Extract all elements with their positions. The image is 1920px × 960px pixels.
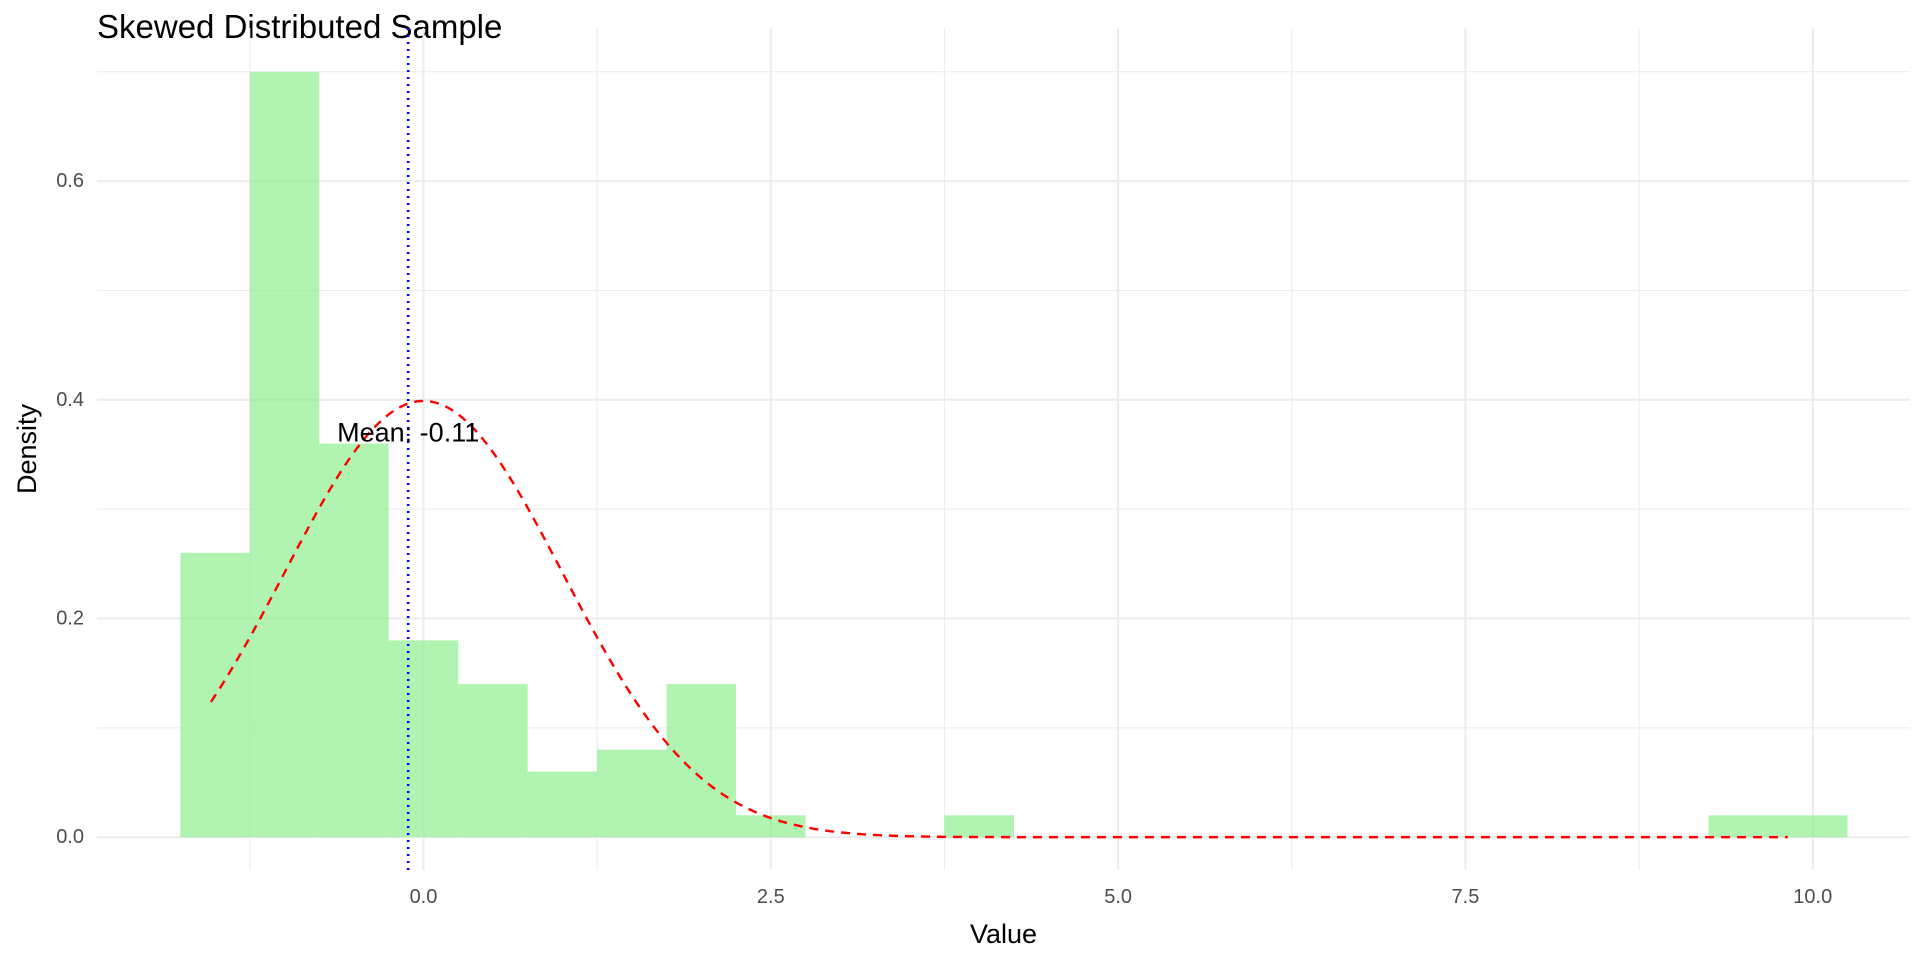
histogram-bar (319, 443, 389, 838)
x-axis-label: Value (970, 919, 1037, 949)
histogram-bars (180, 71, 1848, 838)
minor-gridlines (97, 28, 1910, 870)
histogram-bar (249, 71, 320, 838)
x-axis-ticks: 0.0 2.5 5.0 7.5 10.0 (410, 886, 1833, 908)
density-curve (209, 399, 1788, 839)
histogram-bar (944, 815, 1014, 838)
histogram-bar (1708, 815, 1779, 838)
histogram-bar (388, 640, 459, 838)
y-tick-label: 0.0 (56, 826, 84, 848)
x-tick-label: 5.0 (1104, 886, 1132, 908)
chart-title: Skewed Distributed Sample (97, 8, 503, 45)
y-tick-label: 0.6 (56, 170, 84, 192)
x-tick-label: 0.0 (410, 886, 438, 908)
density-curve-layer (209, 399, 1788, 839)
histogram-bar (736, 815, 806, 838)
y-tick-label: 0.2 (56, 607, 84, 629)
histogram-bar (666, 684, 737, 838)
histogram-bar (527, 771, 598, 838)
histogram-bar (458, 684, 528, 838)
x-tick-label: 2.5 (757, 886, 785, 908)
mean-annotation: Mean: -0.11 (337, 418, 479, 448)
x-tick-label: 7.5 (1452, 886, 1480, 908)
histogram-bar (597, 749, 667, 838)
y-axis-label: Density (12, 403, 42, 494)
histogram-bar (1778, 815, 1848, 838)
y-axis-ticks: 0.0 0.2 0.4 0.6 (56, 170, 84, 848)
y-tick-label: 0.4 (56, 389, 84, 411)
x-tick-label: 10.0 (1793, 886, 1832, 908)
